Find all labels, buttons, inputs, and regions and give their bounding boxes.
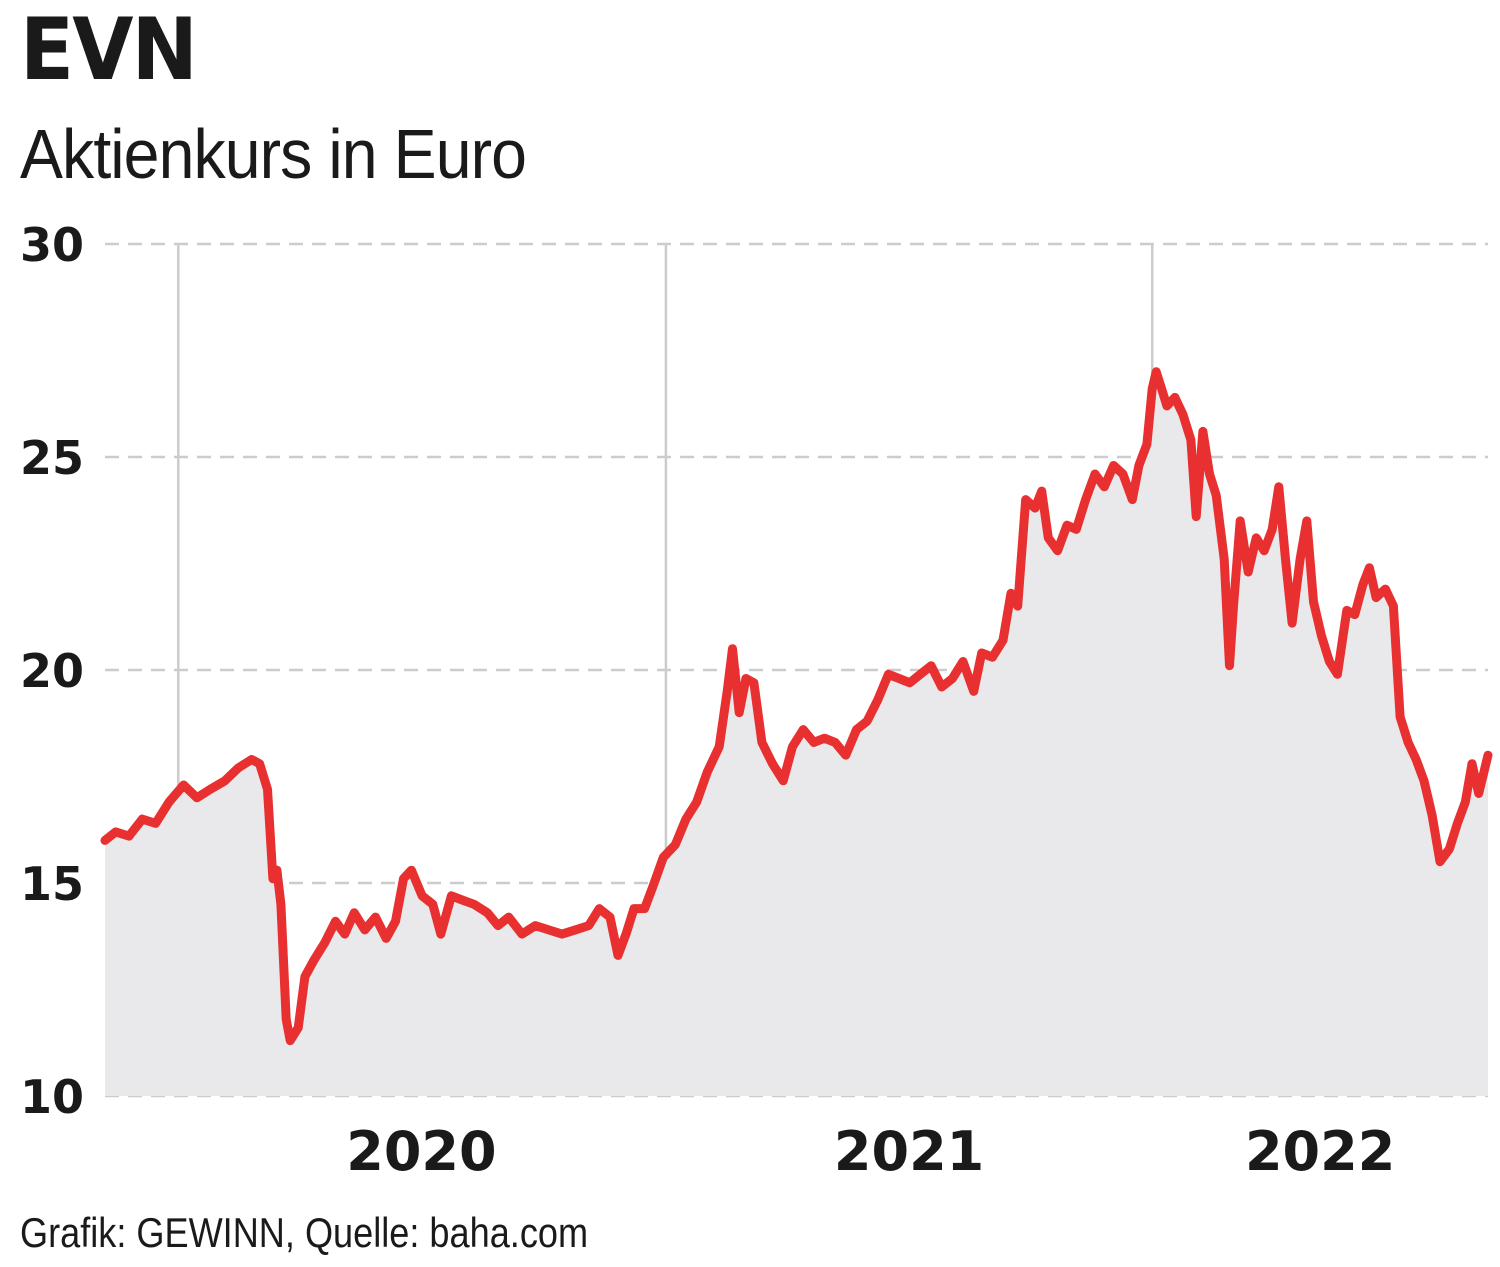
y-tick-label: 25 <box>20 431 84 485</box>
source-note: Grafik: GEWINN, Quelle: baha.com <box>20 1209 589 1256</box>
y-tick-label: 20 <box>20 644 84 698</box>
y-tick-label: 15 <box>20 857 84 911</box>
chart-subtitle: Aktienkurs in Euro <box>20 115 527 193</box>
x-tick-label: 2021 <box>834 1120 984 1183</box>
x-tick-label: 2020 <box>346 1120 496 1183</box>
y-axis: 10 15 20 25 30 <box>20 218 84 1124</box>
x-tick-label: 2022 <box>1245 1120 1395 1183</box>
chart-title: EVN <box>20 0 198 100</box>
line-layer <box>100 367 1493 1046</box>
y-tick-label: 30 <box>20 218 84 272</box>
x-axis: 2020 2021 2022 <box>346 1120 1395 1183</box>
y-tick-label: 10 <box>20 1070 84 1124</box>
series-line <box>100 367 1493 1046</box>
